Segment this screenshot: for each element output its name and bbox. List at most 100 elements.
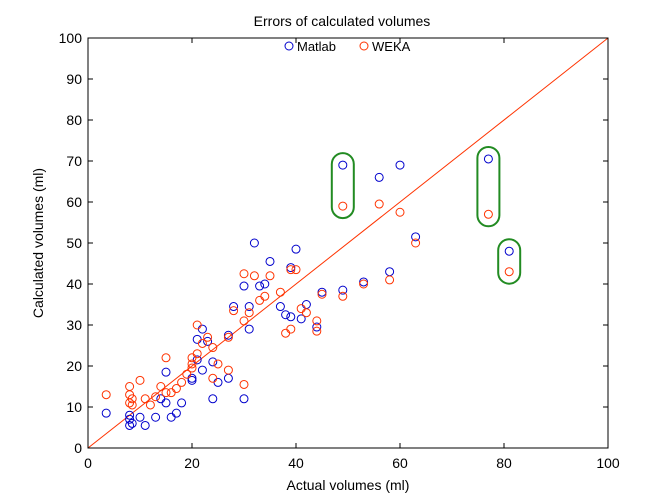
y-axis-title: Calculated volumes (ml) (30, 168, 46, 318)
data-point (161, 367, 171, 377)
x-tick-label: 60 (392, 455, 408, 471)
data-point (483, 154, 493, 164)
data-point (203, 332, 213, 342)
y-tick-label: 20 (66, 358, 82, 374)
data-point (101, 408, 111, 418)
data-point (483, 209, 493, 219)
data-point (229, 306, 239, 316)
data-point (161, 353, 171, 363)
data-point (338, 291, 348, 301)
data-point (223, 365, 233, 375)
x-tick-label: 0 (84, 455, 92, 471)
y-tick-label: 10 (66, 399, 82, 415)
series-weka (101, 199, 514, 410)
data-point (312, 326, 322, 336)
y-tick-label: 60 (66, 194, 82, 210)
data-point (140, 420, 150, 430)
data-point (411, 232, 421, 242)
data-point (265, 271, 275, 281)
data-point (229, 302, 239, 312)
highlight-box (330, 152, 355, 220)
y-tick-label: 90 (66, 71, 82, 87)
data-point (125, 410, 135, 420)
data-point (317, 289, 327, 299)
data-point (275, 302, 285, 312)
data-point (151, 412, 161, 422)
data-point (208, 343, 218, 353)
data-point (239, 281, 249, 291)
data-point (374, 172, 384, 182)
data-point (187, 363, 197, 373)
y-tick-label: 50 (66, 235, 82, 251)
data-point (296, 314, 306, 324)
data-point (338, 160, 348, 170)
data-point (338, 285, 348, 295)
data-point (359, 279, 369, 289)
data-point (187, 359, 197, 369)
data-point (385, 275, 395, 285)
data-point (145, 400, 155, 410)
data-point (151, 392, 161, 402)
data-point (244, 308, 254, 318)
data-point (244, 302, 254, 312)
legend-marker-weka (359, 41, 369, 51)
x-tick-label: 80 (496, 455, 512, 471)
reference-line-layer (87, 37, 609, 449)
data-point (101, 390, 111, 400)
data-point (182, 369, 192, 379)
data-point (140, 394, 150, 404)
data-point (338, 201, 348, 211)
data-point (286, 324, 296, 334)
data-point (275, 287, 285, 297)
data-point (127, 400, 137, 410)
data-point (156, 382, 166, 391)
data-point (197, 338, 207, 348)
legend-label-weka: WEKA (372, 39, 411, 54)
points-layer (101, 154, 514, 430)
data-point (260, 291, 270, 301)
data-point (135, 412, 145, 422)
data-point (125, 420, 135, 430)
data-point (208, 373, 218, 383)
data-point (504, 267, 514, 277)
highlight-layer (330, 145, 522, 285)
data-point (239, 394, 249, 404)
data-point (249, 271, 259, 281)
reference-line (87, 37, 609, 449)
data-point (177, 398, 187, 408)
data-point (395, 160, 405, 170)
data-point (286, 312, 296, 322)
data-point (177, 377, 187, 387)
data-point (286, 265, 296, 275)
data-point (223, 332, 233, 342)
data-point (301, 308, 311, 318)
data-point (127, 418, 137, 428)
data-point (208, 394, 218, 404)
data-point (208, 357, 218, 367)
data-point (265, 256, 275, 266)
x-tick-label: 100 (596, 455, 620, 471)
data-point (504, 246, 514, 256)
y-tick-label: 80 (66, 112, 82, 128)
data-point (192, 349, 202, 359)
y-tick-label: 0 (74, 440, 82, 456)
data-point (239, 379, 249, 389)
data-point (260, 279, 270, 289)
data-point (192, 320, 202, 330)
ticks-layer: 0 20 40 60 80 100 0 10 20 30 40 50 60 70 80 90 100 (59, 30, 620, 471)
y-tick-label: 30 (66, 317, 82, 333)
highlight-box (497, 238, 522, 285)
data-point (161, 388, 171, 398)
data-point (171, 408, 181, 418)
data-point (161, 398, 171, 408)
x-tick-label: 20 (184, 455, 200, 471)
legend-label-matlab: Matlab (297, 39, 336, 54)
y-tick-label: 70 (66, 153, 82, 169)
data-point (127, 394, 137, 404)
highlight-box (476, 145, 501, 228)
data-point (239, 316, 249, 326)
data-point (291, 265, 301, 275)
data-point (374, 199, 384, 209)
data-point (213, 359, 223, 369)
